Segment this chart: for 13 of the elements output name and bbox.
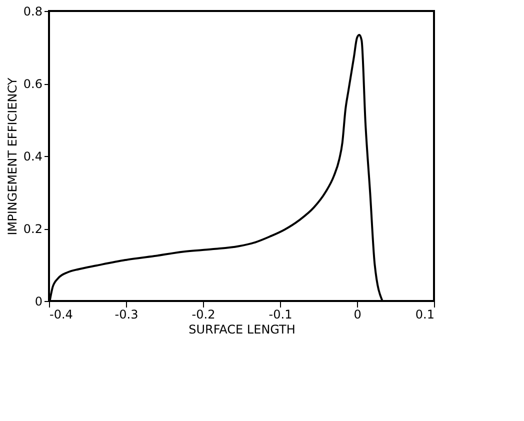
x-tick-label: 0	[354, 308, 362, 322]
x-axis-title: SURFACE LENGTH	[188, 322, 296, 336]
x-tick-label: -0.1	[268, 308, 292, 322]
x-tick-label: -0.3	[114, 308, 138, 322]
y-tick-label: 0.4	[23, 150, 42, 164]
y-axis-title: IMPINGEMENT EFFICIENCY	[5, 77, 20, 236]
y-tick-label: 0.2	[23, 222, 42, 236]
x-tick-label: -0.2	[192, 308, 216, 322]
x-tick-label: 0.1	[415, 308, 434, 322]
y-tick-label: 0	[34, 294, 42, 308]
y-tick-label: 0.8	[23, 4, 42, 18]
y-tick-label: 0.6	[23, 77, 42, 91]
x-tick-label: -0.4	[50, 308, 73, 322]
